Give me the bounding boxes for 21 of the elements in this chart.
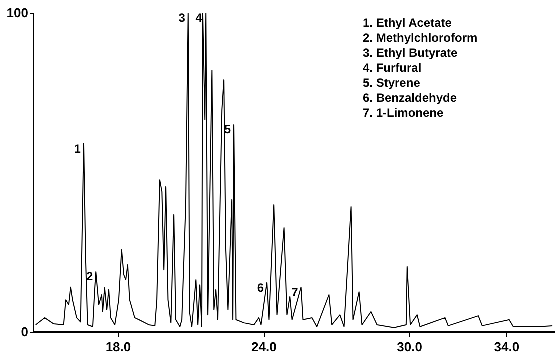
y-tick-label: 0 bbox=[21, 324, 28, 340]
x-tick-label: 24.0 bbox=[251, 340, 277, 354]
x-tick-label: 18.0 bbox=[106, 340, 132, 354]
annotation: 5 bbox=[224, 122, 232, 137]
annotation: 5. Styrene bbox=[363, 76, 421, 90]
annotation: 2 bbox=[86, 269, 94, 284]
y-tick-label: 100 bbox=[6, 6, 28, 20]
annotation: 1 bbox=[74, 142, 82, 156]
x-tick-label: 34.0 bbox=[494, 340, 520, 354]
annotation: 3 bbox=[178, 11, 186, 25]
annotation: 4. Furfural bbox=[363, 61, 422, 75]
annotation: 7 bbox=[292, 285, 299, 300]
annotation: 6. Benzaldehyde bbox=[363, 91, 458, 105]
annotation: 7. 1-Limonene bbox=[363, 106, 444, 120]
annotation: 2. Methylchloroform bbox=[363, 31, 478, 45]
x-tick-label: 30.0 bbox=[397, 340, 422, 354]
annotation: 6 bbox=[257, 280, 264, 295]
line-series bbox=[35, 13, 554, 328]
annotation: 4 bbox=[196, 11, 203, 25]
annotation: 3. Ethyl Butyrate bbox=[363, 46, 458, 60]
annotation: 1. Ethyl Acetate bbox=[363, 16, 452, 30]
